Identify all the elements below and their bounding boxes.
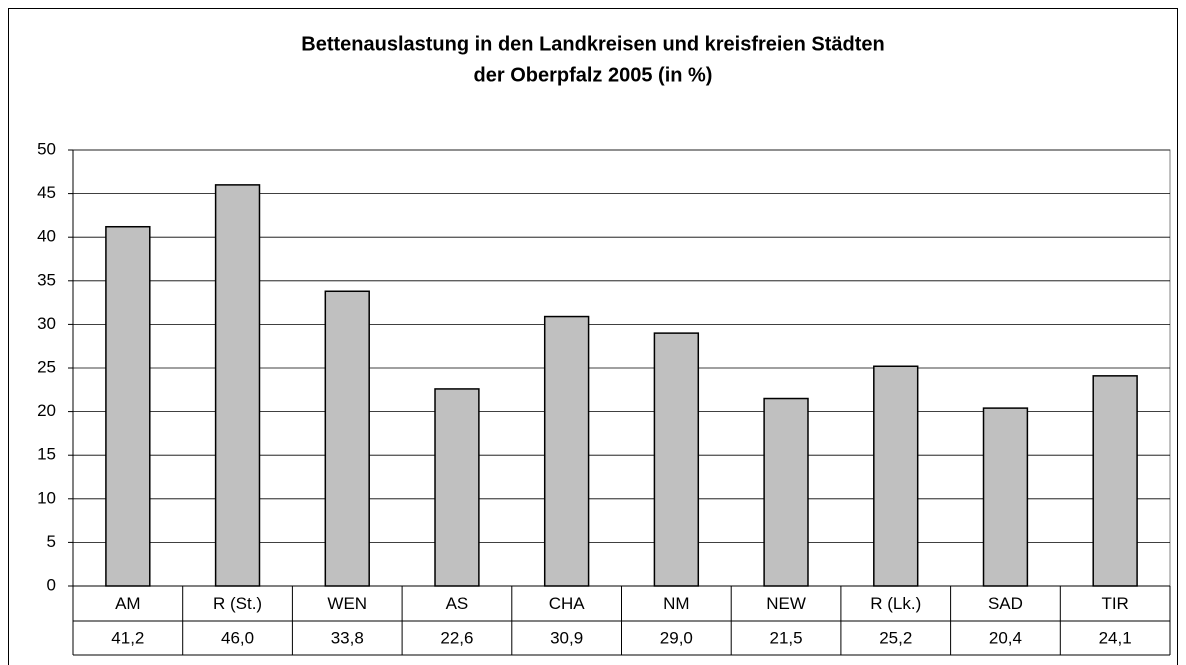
y-tick-label: 0	[47, 575, 56, 594]
x-tick-label: TIR	[1101, 594, 1128, 613]
bar	[324, 290, 370, 587]
y-tick-label: 10	[37, 488, 56, 507]
value-label: 30,9	[550, 628, 583, 647]
bar	[763, 397, 809, 587]
bar	[434, 388, 480, 587]
chart-title: der Oberpfalz 2005 (in %)	[474, 64, 713, 86]
value-label: 21,5	[770, 628, 803, 647]
value-label: 25,2	[879, 628, 912, 647]
value-label: 22,6	[440, 628, 473, 647]
bar	[214, 184, 261, 587]
y-tick-label: 45	[37, 183, 56, 202]
value-label: 41,2	[111, 628, 144, 647]
value-label: 20,4	[989, 628, 1022, 647]
bar	[873, 365, 919, 587]
y-tick-label: 35	[37, 270, 56, 289]
x-tick-label: NEW	[766, 594, 806, 613]
x-tick-label: R (Lk.)	[870, 594, 921, 613]
y-tick-label: 30	[37, 314, 56, 333]
x-tick-label: NM	[663, 594, 689, 613]
value-label: 29,0	[660, 628, 693, 647]
y-tick-label: 5	[47, 532, 56, 551]
x-tick-label: AS	[446, 594, 469, 613]
value-label: 46,0	[221, 628, 254, 647]
bar	[1092, 375, 1138, 587]
bar	[105, 225, 151, 587]
value-label: 33,8	[331, 628, 364, 647]
y-tick-label: 50	[37, 139, 56, 158]
bar	[543, 315, 590, 587]
y-tick-label: 15	[37, 445, 56, 464]
value-label: 24,1	[1099, 628, 1132, 647]
x-tick-label: R (St.)	[213, 594, 262, 613]
chart-title: Bettenauslastung in den Landkreisen und …	[301, 33, 884, 55]
x-tick-label: AM	[115, 594, 141, 613]
bar	[653, 332, 700, 587]
y-tick-label: 25	[37, 357, 56, 376]
x-tick-label: WEN	[327, 594, 367, 613]
bar	[982, 407, 1029, 587]
y-tick-label: 20	[37, 401, 56, 420]
x-tick-label: CHA	[549, 594, 586, 613]
y-tick-label: 40	[37, 227, 56, 246]
x-tick-label: SAD	[988, 594, 1023, 613]
